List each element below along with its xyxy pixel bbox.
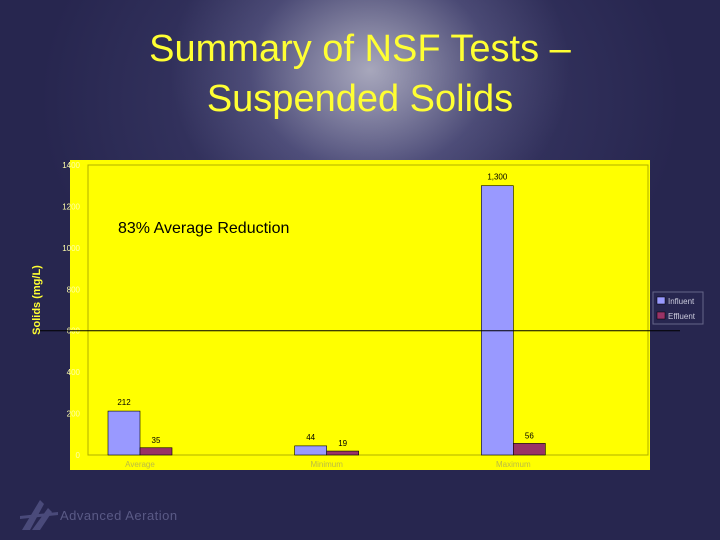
plot-area [87, 164, 649, 456]
title-line-2: Suspended Solids [206, 78, 514, 120]
data-label-effluent: 35 [152, 436, 161, 445]
data-label-effluent: 19 [338, 439, 347, 448]
legend-swatch-effluent [656, 311, 666, 320]
x-tick-label: Average [125, 460, 155, 469]
annotation-text: 83% Average Reduction [118, 220, 289, 237]
logo-text: Advanced Aeration [60, 508, 178, 523]
y-tick-label: 1400 [62, 161, 80, 170]
y-tick-label: 0 [76, 451, 81, 460]
x-tick-label: Minimum [310, 460, 343, 469]
data-label-effluent: 56 [525, 431, 534, 440]
legend-swatch-influent [656, 296, 666, 305]
company-logo-icon [20, 500, 58, 530]
bar-influent [481, 185, 514, 456]
x-tick-label: Maximum [496, 460, 531, 469]
y-tick-label: 400 [67, 368, 81, 377]
bar-effluent [513, 443, 546, 456]
bar-influent [294, 445, 327, 456]
legend-label-effluent: Effluent [668, 312, 696, 321]
y-tick-label: 1200 [62, 202, 80, 211]
y-tick-label: 1000 [62, 244, 80, 253]
legend: Influent Effluent [652, 291, 704, 325]
bar-influent [107, 410, 141, 456]
bar-effluent [139, 447, 173, 456]
title-line-1: Summary of NSF Tests – [149, 28, 571, 70]
data-label-influent: 44 [306, 433, 315, 442]
slide-title: Summary of NSF Tests – Suspended Solids [60, 24, 660, 124]
y-tick-label: 200 [67, 410, 81, 419]
data-label-influent: 1,300 [487, 173, 508, 182]
legend-label-influent: Influent [668, 297, 695, 306]
bar-effluent [326, 450, 359, 456]
y-tick-label: 800 [67, 285, 81, 294]
y-axis-label: Solids (mg/L) [31, 265, 43, 335]
data-label-influent: 212 [117, 398, 131, 407]
